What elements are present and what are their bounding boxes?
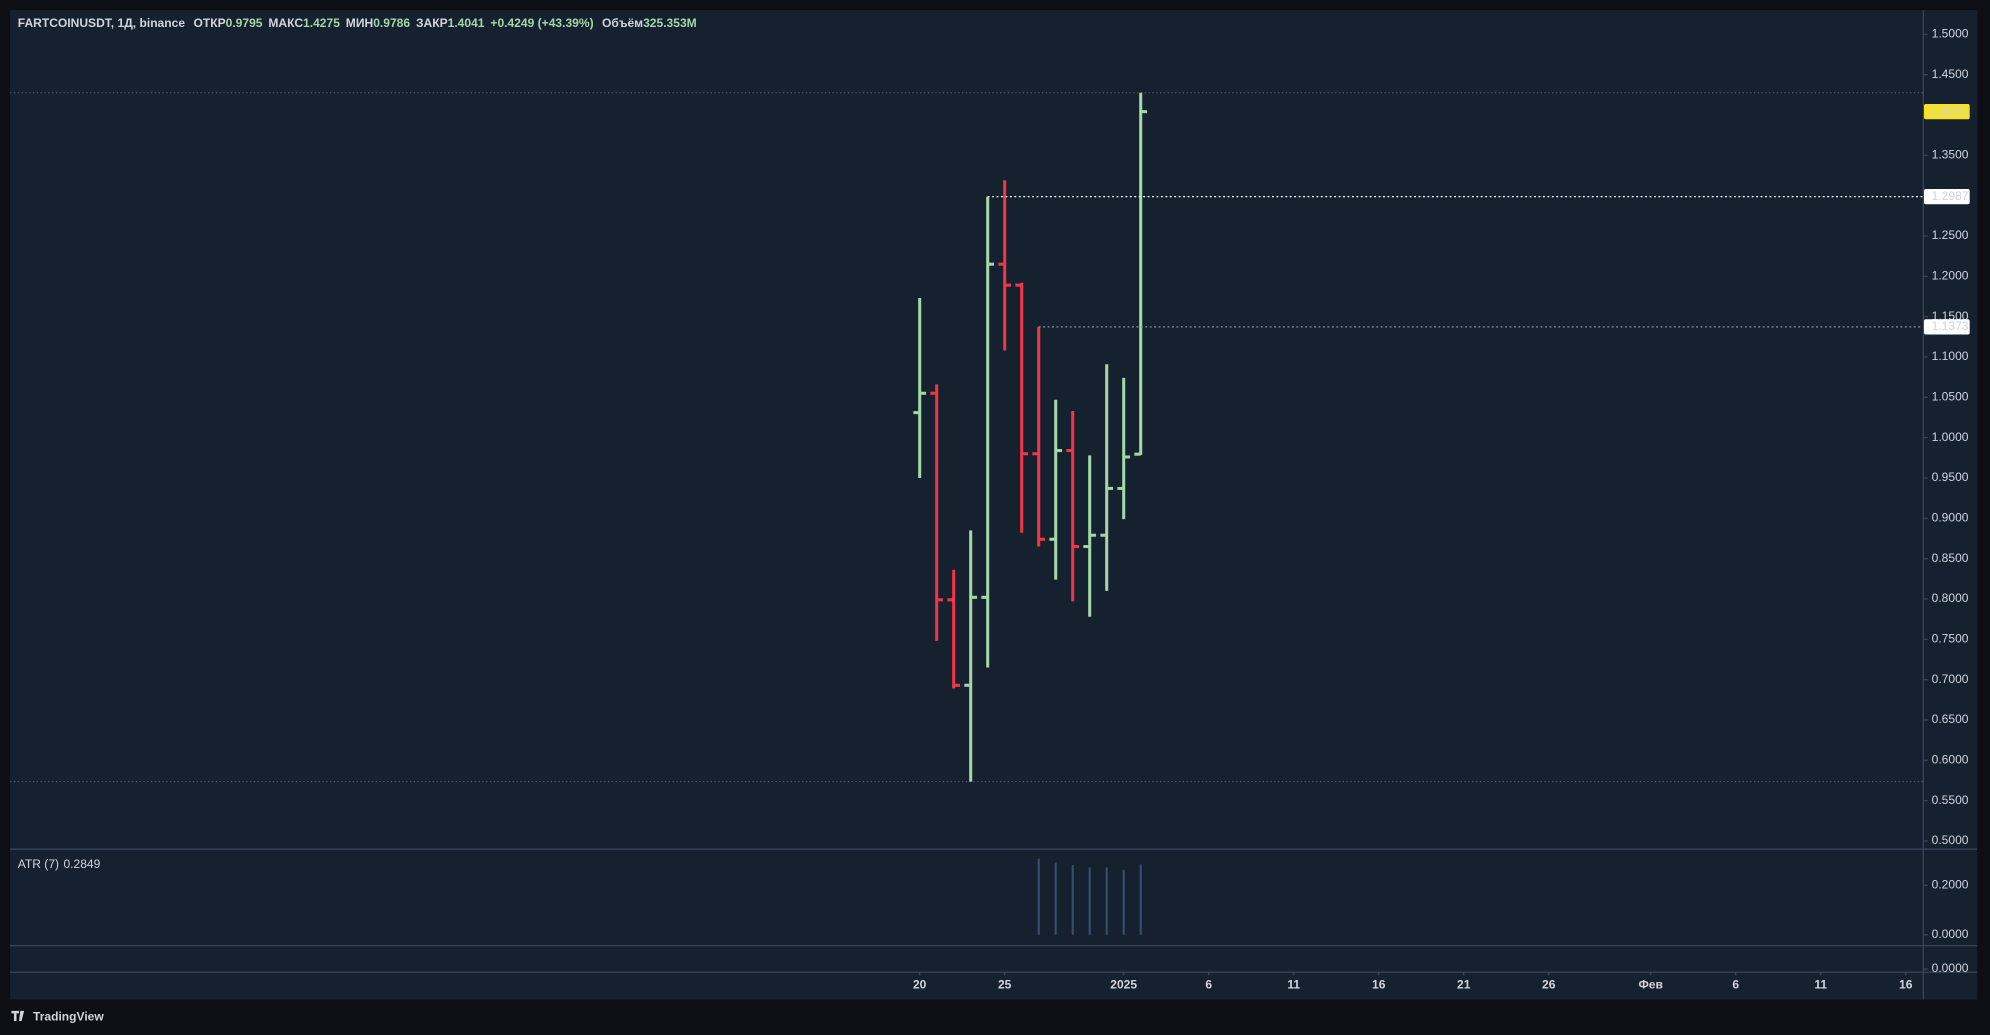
y-tick-label: 0.0000 (1932, 927, 1969, 941)
y-tick-label: 1.2500 (1932, 228, 1969, 242)
x-tick-label: 6 (1732, 978, 1739, 992)
legend-label: ОТКР (193, 16, 225, 30)
y-tick-label: 0.0000 (1932, 961, 1969, 975)
y-tick-label: 1.1000 (1932, 349, 1969, 363)
legend-label: МИН (346, 16, 373, 30)
footer-logo: TradingView (33, 1009, 104, 1023)
price-label-bg (1924, 319, 1970, 335)
y-tick-label: 1.0500 (1932, 389, 1969, 403)
legend-label: Объём (602, 16, 643, 30)
y-tick-label: 1.3500 (1932, 147, 1969, 161)
symbol-title: FARTCOINUSDT, 1Д, binance (18, 16, 186, 30)
x-tick-label: 21 (1457, 978, 1471, 992)
legend-value: 0.9786 (373, 16, 410, 30)
y-tick-label: 1.0000 (1932, 430, 1969, 444)
y-tick-label: 0.5000 (1932, 833, 1969, 847)
x-tick-label: 25 (998, 978, 1012, 992)
x-tick-label: Фев (1639, 978, 1663, 992)
x-tick-label: 6 (1205, 978, 1212, 992)
legend-value: 1.4275 (303, 16, 340, 30)
y-tick-label: 1.2000 (1932, 268, 1969, 282)
y-tick-label: 0.6000 (1932, 752, 1969, 766)
price-label: 1.4041 (1932, 104, 1969, 118)
x-tick-label: 16 (1372, 978, 1386, 992)
x-tick-label: 11 (1287, 978, 1300, 992)
legend-label: МАКС (268, 16, 303, 30)
x-tick-label: 16 (1899, 978, 1913, 992)
y-tick-label: 1.4500 (1932, 67, 1969, 81)
price-label: 1.1373 (1932, 319, 1969, 333)
x-tick-label: 20 (913, 978, 927, 992)
y-tick-label: 0.8500 (1932, 551, 1969, 565)
x-tick-label: 26 (1542, 978, 1556, 992)
y-tick-label: 0.7500 (1932, 631, 1969, 645)
legend-value: 1.4041 (448, 16, 485, 30)
price-label: 1.2987 (1932, 189, 1969, 203)
y-tick-label: 0.8000 (1932, 591, 1969, 605)
content: 0.5000 0.5500 0.6000 0.6500 0.7000 0.7500 0.80… (10, 26, 1970, 992)
price-label-bg (1924, 104, 1970, 120)
legend-value: 325.353M (643, 16, 697, 30)
legend-value: 0.9795 (226, 16, 263, 30)
legend: FARTCOINUSDT, 1Д, binance ОТКР0.9795 МАК… (18, 16, 697, 30)
y-tick-label: 0.6500 (1932, 712, 1969, 726)
x-tick-label: 11 (1814, 978, 1827, 992)
price-label-bg (1924, 189, 1970, 205)
legend-label: ЗАКР (416, 16, 448, 30)
legend-change: +0.4249 (+43.39%) (490, 16, 593, 30)
y-tick-label: 1.5000 (1932, 26, 1969, 40)
y-tick-label: 0.9500 (1932, 470, 1969, 484)
y-tick-label: 0.7000 (1932, 672, 1969, 686)
y-tick-label: 0.5500 (1932, 793, 1969, 807)
logo-icon (11, 1010, 25, 1022)
y-tick-label: 0.9000 (1932, 510, 1969, 524)
atr-value: 0.2849 (63, 857, 100, 871)
x-tick-label: 2025 (1110, 978, 1137, 992)
y-tick-label: 0.2000 (1932, 878, 1969, 892)
atr-title: ATR (7) (18, 857, 59, 871)
chart-background (10, 10, 1978, 1000)
